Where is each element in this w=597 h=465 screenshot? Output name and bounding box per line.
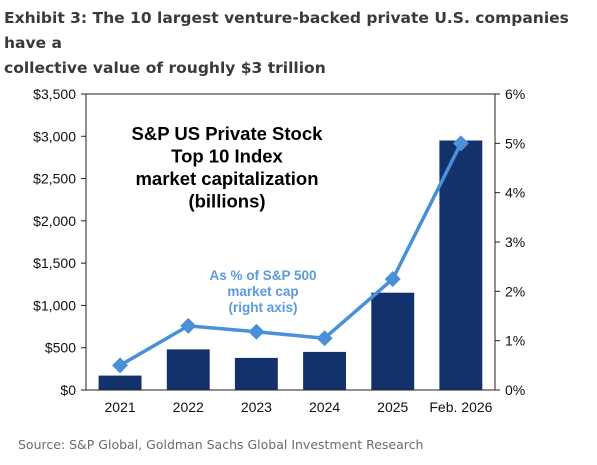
x-axis-tick-label: 2021 <box>105 399 136 415</box>
bar-series-annotation: Top 10 Index <box>171 146 283 167</box>
share-of-sp500-line <box>119 142 463 367</box>
bar-2022 <box>166 349 210 390</box>
right-axis-tick-label: 5% <box>505 135 525 151</box>
left-axis-tick-label: $2,000 <box>33 213 76 229</box>
line-marker-2024 <box>316 330 333 347</box>
line-series-annotation: (right axis) <box>228 300 297 315</box>
right-axis-tick-label: 6% <box>505 86 525 102</box>
left-axis-tick-label: $1,500 <box>33 255 76 271</box>
left-axis-tick-label: $500 <box>45 340 76 356</box>
bar-feb-2026 <box>439 140 483 390</box>
labels-layer: $0 $500 $1,000 $1,500 $2,000 $2,500 $3,000 $3,5… <box>33 86 525 415</box>
line-marker-feb-2026 <box>452 135 469 152</box>
left-axis-tick-label: $3,500 <box>33 86 76 102</box>
line-marker-2023 <box>248 323 265 340</box>
right-axis-tick-label: 3% <box>505 234 525 250</box>
bars-layer <box>98 140 483 390</box>
x-axis-tick-label: 2025 <box>377 399 408 415</box>
right-axis-tick-label: 4% <box>505 185 525 201</box>
bar-2021 <box>98 375 142 390</box>
bar-series-annotation: S&P US Private Stock <box>132 123 324 144</box>
combo-chart: $0 $500 $1,000 $1,500 $2,000 $2,500 $3,000 $3,5… <box>33 86 525 415</box>
x-axis-tick-label: Feb. 2026 <box>429 399 492 415</box>
source-note: Source: S&P Global, Goldman Sachs Global… <box>18 437 424 452</box>
left-axis-tick-label: $1,000 <box>33 297 76 313</box>
bar-2024 <box>303 351 346 390</box>
bar-series-annotation: (billions) <box>188 191 265 212</box>
x-axis-tick-label: 2023 <box>241 399 272 415</box>
bar-series-annotation: market capitalization <box>135 168 318 189</box>
x-axis-tick-label: 2022 <box>173 399 204 415</box>
right-axis-tick-label: 1% <box>505 333 525 349</box>
line-series-annotation: market cap <box>227 284 298 299</box>
exhibit-title: Exhibit 3: The 10 largest venture-backed… <box>4 6 594 81</box>
left-axis-tick-label: $0 <box>60 382 76 398</box>
line-marker-2022 <box>180 317 197 334</box>
line-series-annotation: As % of S&P 500 <box>209 268 316 283</box>
line-marker-2025 <box>384 271 401 287</box>
exhibit-title-line1: Exhibit 3: The 10 largest venture-backed… <box>4 9 569 52</box>
left-axis-tick-label: $2,500 <box>33 171 76 187</box>
right-axis-tick-label: 2% <box>505 283 525 299</box>
x-axis-tick-label: 2024 <box>309 399 340 415</box>
bar-2023 <box>234 357 278 390</box>
line-layer <box>112 135 469 374</box>
bar-2025 <box>371 292 415 390</box>
left-axis-tick-label: $3,000 <box>33 128 76 144</box>
line-marker-2021 <box>112 357 129 374</box>
axes-layer <box>81 93 500 391</box>
exhibit-title-line2: collective value of roughly $3 trillion <box>4 59 326 77</box>
right-axis-tick-label: 0% <box>505 382 525 398</box>
